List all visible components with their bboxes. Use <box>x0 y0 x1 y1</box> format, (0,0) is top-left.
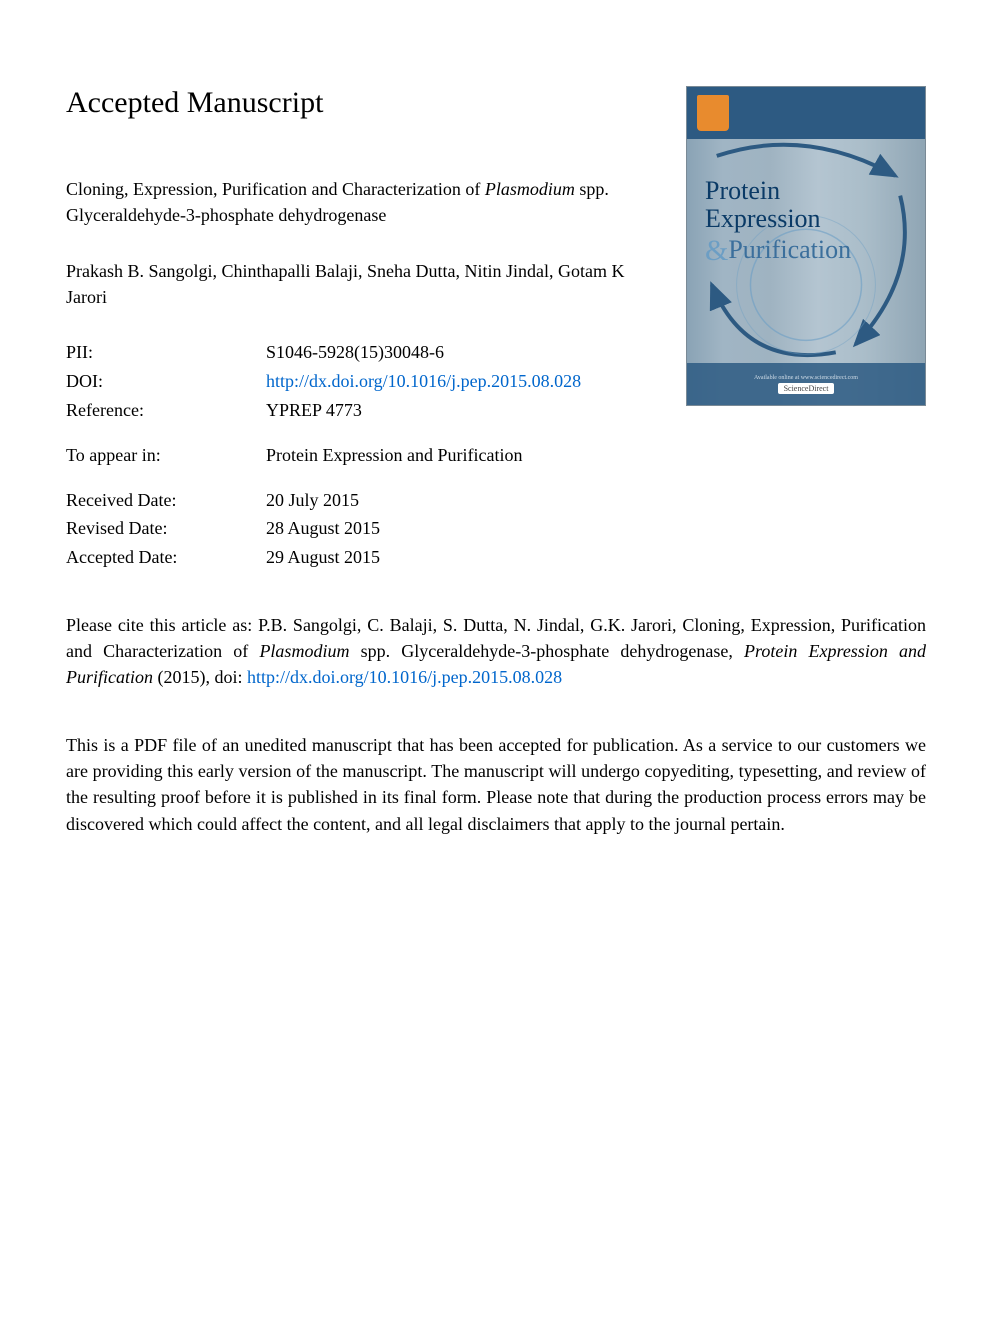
doi-value: http://dx.doi.org/10.1016/j.pep.2015.08.… <box>266 367 581 396</box>
received-value: 20 July 2015 <box>266 486 359 515</box>
pii-value: S1046-5928(15)30048-6 <box>266 338 444 367</box>
title-italic: Plasmodium <box>485 179 575 199</box>
appear-label: To appear in: <box>66 441 266 470</box>
meta-row-reference: Reference: YPREP 4773 <box>66 396 666 425</box>
elsevier-logo-icon <box>697 95 729 131</box>
meta-row-received: Received Date: 20 July 2015 <box>66 486 666 515</box>
cover-line3: Purification <box>728 235 851 264</box>
cover-line1: Protein <box>705 177 851 205</box>
cover-footer-line1: Available online at www.sciencedirect.co… <box>754 375 858 381</box>
accepted-label: Accepted Date: <box>66 543 266 572</box>
journal-cover-thumbnail: Protein Expression &Purification Availab… <box>686 86 926 406</box>
reference-value: YPREP 4773 <box>266 396 362 425</box>
authors-list: Prakash B. Sangolgi, Chinthapalli Balaji… <box>66 258 666 310</box>
cover-line2: Expression <box>705 205 851 233</box>
citation-text: Please cite this article as: P.B. Sangol… <box>66 612 926 690</box>
doi-label: DOI: <box>66 367 266 396</box>
reference-label: Reference: <box>66 396 266 425</box>
received-label: Received Date: <box>66 486 266 515</box>
meta-row-appear: To appear in: Protein Expression and Pur… <box>66 441 666 470</box>
page-heading: Accepted Manuscript <box>66 86 666 120</box>
manuscript-title: Cloning, Expression, Purification and Ch… <box>66 176 666 228</box>
cite-post: (2015), doi: <box>153 667 247 687</box>
cover-ampersand: & <box>705 235 728 267</box>
cover-footer-line2: ScienceDirect <box>778 383 835 394</box>
cite-doi-link[interactable]: http://dx.doi.org/10.1016/j.pep.2015.08.… <box>247 667 562 687</box>
meta-row-pii: PII: S1046-5928(15)30048-6 <box>66 338 666 367</box>
doi-link[interactable]: http://dx.doi.org/10.1016/j.pep.2015.08.… <box>266 371 581 391</box>
revised-value: 28 August 2015 <box>266 514 380 543</box>
meta-row-revised: Revised Date: 28 August 2015 <box>66 514 666 543</box>
cite-mid: spp. Glyceraldehyde-3-phosphate dehydrog… <box>349 641 744 661</box>
title-pre: Cloning, Expression, Purification and Ch… <box>66 179 485 199</box>
accepted-value: 29 August 2015 <box>266 543 380 572</box>
pii-label: PII: <box>66 338 266 367</box>
meta-row-doi: DOI: http://dx.doi.org/10.1016/j.pep.201… <box>66 367 666 396</box>
cite-italic1: Plasmodium <box>259 641 349 661</box>
cover-journal-title: Protein Expression &Purification <box>705 177 851 266</box>
cover-footer: Available online at www.sciencedirect.co… <box>687 363 925 405</box>
cover-topbar <box>687 87 925 139</box>
appear-value: Protein Expression and Purification <box>266 441 522 470</box>
meta-row-accepted: Accepted Date: 29 August 2015 <box>66 543 666 572</box>
disclaimer-text: This is a PDF file of an unedited manusc… <box>66 732 926 836</box>
metadata-table: PII: S1046-5928(15)30048-6 DOI: http://d… <box>66 338 666 572</box>
revised-label: Revised Date: <box>66 514 266 543</box>
